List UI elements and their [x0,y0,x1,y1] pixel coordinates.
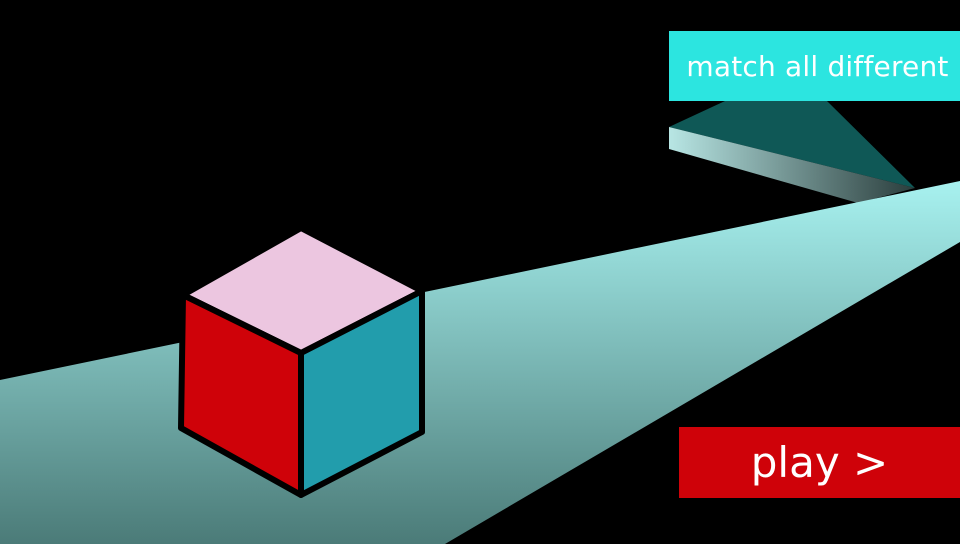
far-path-top-face [669,101,915,188]
hint-banner: match all different [669,31,960,101]
play-button[interactable]: play > [679,427,960,498]
far-path-side-face [669,127,915,203]
play-button-label: play > [750,438,889,487]
hint-text: match all different [686,49,949,83]
cube-right-face [298,288,425,498]
player-cube [178,225,425,498]
